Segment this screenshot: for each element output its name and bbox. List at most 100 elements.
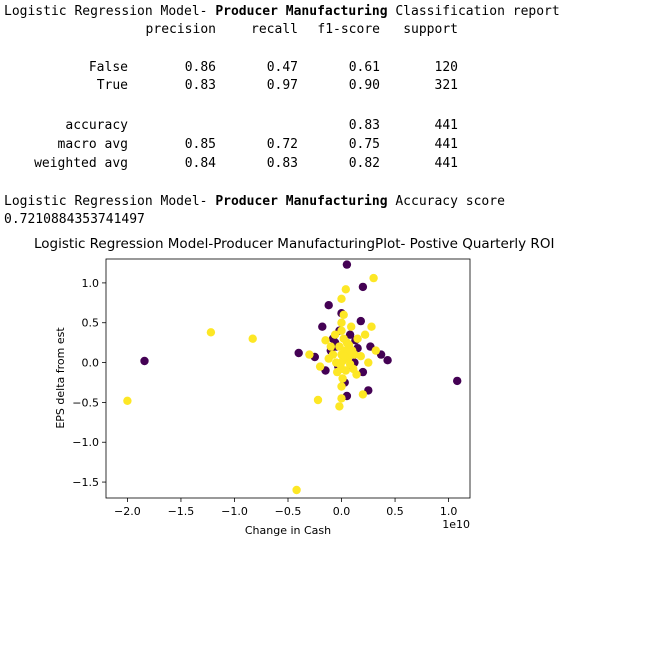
cell-support: 441: [434, 118, 458, 133]
scatter-point-class-1: [369, 273, 378, 283]
scatter-point-class-1: [347, 322, 356, 331]
scatter-point-class-1: [313, 395, 323, 405]
x-tick-label: 1.0: [440, 505, 458, 518]
scatter-point-class-0: [358, 282, 368, 292]
scatter-point-class-1: [364, 358, 373, 367]
scatter-point-class-1: [336, 360, 345, 370]
cell-recall: 0.97: [266, 78, 298, 93]
scatter-point-class-0: [342, 260, 352, 269]
scatter-point-class-1: [326, 342, 335, 351]
scatter-point-class-1: [248, 334, 257, 343]
scatter-point-class-0: [324, 301, 333, 310]
scatter-point-class-1: [123, 396, 132, 405]
scatter-point-class-0: [358, 367, 368, 377]
cell-precision: 0.84: [184, 156, 216, 171]
y-tick-label: 0.5: [82, 317, 100, 330]
row-label-weighted-avg: weighted avg: [34, 156, 128, 171]
scatter-point-class-1: [315, 362, 325, 371]
x-tick-label: 0.5: [386, 505, 404, 518]
y-tick-label: 1.0: [82, 277, 100, 290]
cell-precision: 0.86: [184, 60, 216, 75]
cell-support: 441: [434, 137, 458, 152]
header-precision: precision: [145, 22, 216, 37]
scatter-point-class-1: [337, 394, 346, 403]
scatter-point-class-0: [294, 348, 303, 358]
scatter-point-class-1: [367, 322, 376, 331]
cell-support: 120: [434, 60, 458, 75]
scatter-point-class-0: [356, 316, 365, 326]
cell-f1-score: 0.83: [348, 118, 380, 133]
report-title-model: Producer Manufacturing: [215, 4, 388, 19]
scatter-point-class-1: [344, 340, 354, 350]
scatter-plot: −2.0 −1.5 −1.0 −0.5 0.0 0.5 1.0 1.0 0.5 0.0 −0.5 −…: [54, 258, 471, 537]
scatter-point-class-0: [318, 322, 327, 331]
scatter-point-class-1: [356, 352, 365, 361]
scatter-point-class-0: [453, 376, 462, 386]
cell-f1-score: 0.61: [348, 60, 380, 75]
scatter-point-class-1: [292, 485, 301, 495]
header-f1-score: f1-score: [317, 22, 380, 37]
plot-title: Logistic Regression Model-Producer Manuf…: [34, 236, 555, 252]
x-tick-label: −1.0: [221, 505, 248, 518]
scatter-point-class-1: [338, 374, 347, 383]
y-tick-label: −1.0: [72, 436, 99, 449]
y-tick-label: −1.5: [72, 476, 99, 489]
scatter-point-class-1: [340, 352, 349, 361]
scatter-point-class-1: [337, 294, 346, 303]
accuracy-score-value: 0.7210884353741497: [4, 212, 145, 227]
report-title-prefix: Logistic Regression Model-: [4, 4, 216, 19]
report-title: Logistic Regression Model- Producer Manu…: [4, 3, 560, 21]
report-title-suffix: Classification report: [387, 4, 560, 19]
x-axis-label: Change in Cash: [245, 524, 331, 537]
y-axis-ticks: 1.0 0.5 0.0 −0.5 −1.0 −1.5: [72, 277, 106, 489]
scatter-point-class-1: [341, 285, 350, 294]
scatter-point-class-1: [358, 390, 368, 399]
y-axis-label: EPS delta from est: [54, 327, 67, 429]
scatter-point-class-0: [345, 330, 355, 339]
cell-support: 321: [434, 78, 458, 93]
scatter-point-class-1: [324, 354, 333, 363]
scatter-point-class-1: [350, 350, 359, 359]
scatter-point-class-1: [360, 330, 370, 339]
cell-recall: 0.47: [266, 60, 298, 75]
scatter-point-class-1: [330, 330, 340, 339]
x-tick-label: −2.0: [114, 505, 141, 518]
scatter-point-class-1: [353, 334, 362, 343]
scatter-point-class-1: [206, 328, 216, 337]
header-support: support: [403, 22, 458, 37]
cell-f1-score: 0.75: [348, 137, 380, 152]
cell-recall: 0.83: [266, 156, 298, 171]
header-recall: recall: [251, 22, 298, 37]
accuracy-title: Logistic Regression Model- Producer Manu…: [4, 193, 505, 211]
row-label-macro-avg: macro avg: [57, 137, 128, 152]
scatter-point-class-1: [305, 350, 314, 359]
scatter-point-class-0: [383, 356, 392, 365]
x-tick-label: −1.5: [168, 505, 195, 518]
cell-precision: 0.83: [184, 78, 216, 93]
scatter-point-class-1: [337, 382, 346, 391]
cell-support: 441: [434, 156, 458, 171]
scatter-point-class-1: [371, 346, 380, 355]
cell-f1-score: 0.90: [348, 78, 380, 93]
row-label-false: False: [88, 60, 128, 75]
y-tick-label: −0.5: [72, 396, 99, 409]
y-tick-label: 0.0: [82, 357, 100, 370]
scatter-point-class-1: [337, 326, 346, 335]
plot-area: [105, 258, 471, 499]
row-label-accuracy: accuracy: [65, 118, 128, 133]
scatter-point-class-1: [337, 318, 346, 327]
x-tick-label: 0.0: [333, 505, 351, 518]
scatter-point-class-0: [140, 356, 149, 366]
x-axis-offset-label: 1e10: [442, 518, 470, 531]
accuracy-title-suffix: Accuracy score: [387, 194, 505, 209]
cell-precision: 0.85: [184, 137, 216, 152]
classification-report: Logistic Regression Model- Producer Manu…: [0, 0, 560, 660]
scatter-point-class-1: [335, 402, 344, 411]
scatter-point-class-1: [339, 310, 348, 319]
accuracy-title-model: Producer Manufacturing: [215, 194, 388, 209]
row-label-true: True: [96, 78, 128, 93]
cell-recall: 0.72: [266, 137, 298, 152]
accuracy-title-prefix: Logistic Regression Model-: [4, 194, 216, 209]
data-points: [123, 260, 462, 495]
scatter-point-class-1: [321, 336, 330, 345]
